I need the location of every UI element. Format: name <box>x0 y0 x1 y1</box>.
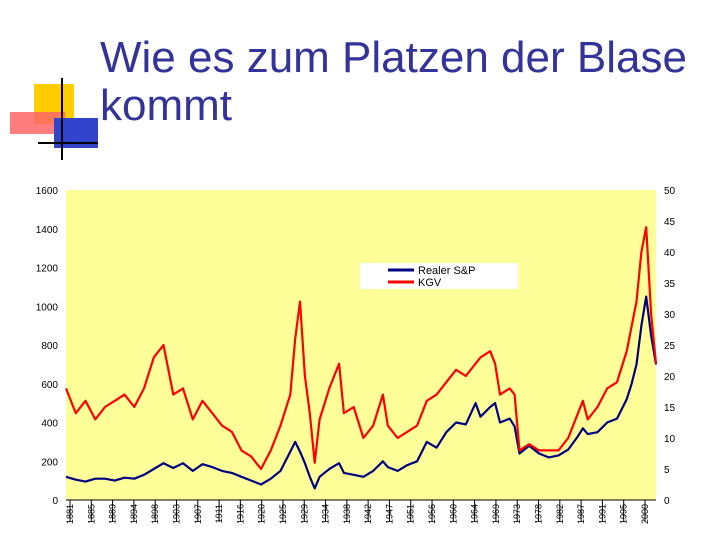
x-axis-tick-label: 1938 <box>342 504 352 524</box>
right-axis-tick-label: 20 <box>664 372 676 383</box>
right-axis-tick-label: 25 <box>664 341 676 352</box>
decoration-red-bar <box>10 112 65 134</box>
x-axis-tick-label: 1991 <box>597 504 607 524</box>
x-axis-tick-label: 1889 <box>108 504 118 524</box>
x-axis-tick-label: 1898 <box>150 504 160 524</box>
slide-title-line-1: Wie es zum Platzen der Blase <box>100 33 687 82</box>
right-axis-tick-label: 50 <box>664 186 676 197</box>
right-axis-tick-label: 5 <box>664 465 670 476</box>
x-axis-tick-label: 1973 <box>512 504 522 524</box>
series-line-realer-sp <box>65 295 658 490</box>
x-axis-tick-label: 1942 <box>363 504 373 524</box>
right-axis-tick-label: 40 <box>664 248 676 259</box>
right-axis-tick-label: 45 <box>664 217 676 228</box>
slide-title: Wie es zum Platzen der Blase kommt <box>100 34 700 130</box>
right-axis-tick-label: 15 <box>664 403 676 414</box>
x-axis-tick-label: 1929 <box>299 504 309 524</box>
x-axis-tick-label: 1951 <box>406 504 416 524</box>
x-axis-tick-label: 1907 <box>193 504 203 524</box>
legend: Realer S&P KGV <box>360 263 518 289</box>
left-axis-tick-label: 1400 <box>36 225 59 236</box>
right-axis-tick-label: 0 <box>664 496 670 507</box>
left-axis-tick-label: 600 <box>41 380 58 391</box>
plot-area <box>66 190 656 500</box>
x-axis-tick-label: 1960 <box>448 504 458 524</box>
left-axis-tick-label: 1200 <box>36 264 59 275</box>
x-axis-tick-label: 1982 <box>555 504 565 524</box>
left-axis-tick-label: 800 <box>41 341 58 352</box>
x-axis-tick-label: 1964 <box>470 504 480 524</box>
x-axis-tick-label: 1894 <box>129 504 139 524</box>
x-axis-tick-label: 1956 <box>427 504 437 524</box>
x-axis-tick-label: 1881 <box>65 504 75 524</box>
left-axis-tick-label: 200 <box>41 457 58 468</box>
legend-box <box>360 263 518 289</box>
right-axis-tick-label: 10 <box>664 434 676 445</box>
x-axis-tick-label: 2000 <box>640 504 650 524</box>
slide-decoration <box>10 78 98 160</box>
left-axis-tick-label: 1600 <box>36 186 59 197</box>
x-axis-tick-label: 1934 <box>321 504 331 524</box>
x-axis-tick-label: 1885 <box>86 504 96 524</box>
x-axis-tick-label: 1978 <box>534 504 544 524</box>
right-axis-tick-label: 30 <box>664 310 676 321</box>
series-line-kgv <box>64 226 658 471</box>
slide-title-line-2: kommt <box>100 81 232 130</box>
right-axis-tick-label: 35 <box>664 279 676 290</box>
x-axis-tick-label: 1987 <box>576 504 586 524</box>
legend-label-realer-sp: Realer S&P <box>418 265 475 277</box>
left-axis-tick-label: 400 <box>41 419 58 430</box>
x-axis-tick-label: 1911 <box>214 504 224 523</box>
x-axis-tick-label: 1903 <box>171 504 181 524</box>
left-axis-tick-label: 1000 <box>36 302 59 313</box>
left-axis-tick-label: 0 <box>52 496 58 507</box>
x-axis-tick-label: 1969 <box>491 504 501 524</box>
x-axis-tick-label: 1947 <box>384 504 394 524</box>
x-axis-tick-label: 1916 <box>235 504 245 524</box>
x-axis-tick-label: 1995 <box>619 504 629 524</box>
x-axis-tick-label: 1925 <box>278 504 288 524</box>
x-axis-tick-label: 1920 <box>257 504 267 524</box>
legend-label-kgv: KGV <box>418 277 442 289</box>
